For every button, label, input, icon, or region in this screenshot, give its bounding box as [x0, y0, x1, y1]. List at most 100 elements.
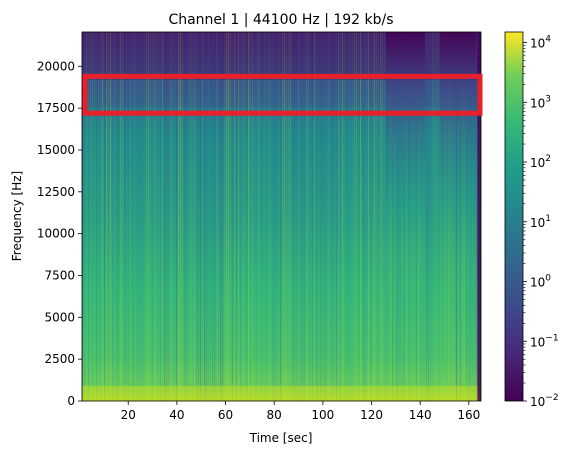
spectrogram-streak [238, 32, 240, 401]
spectrogram-streak [98, 32, 100, 401]
spectrogram-streak [272, 32, 274, 401]
y-axis: 0 2500 5000 7500 10000 12500 15000 17500 20000 [37, 59, 82, 408]
spectrogram-streak [204, 32, 206, 401]
spectrogram-streak [326, 32, 328, 401]
spectrogram-streak [344, 32, 346, 401]
spectrogram-streak [138, 32, 140, 401]
spectrogram-streak [294, 32, 296, 401]
spectrogram-streak [308, 32, 310, 401]
spectrogram-streak [224, 32, 226, 401]
spectrogram-streak [218, 32, 220, 401]
x-tick-label: 100 [311, 408, 334, 422]
spectrogram-streak [164, 32, 166, 401]
spectrogram-streak [142, 32, 144, 401]
colorbar-gradient [504, 31, 524, 402]
spectrogram-streak [206, 32, 208, 401]
colorbar-tick-label: 10−1 [530, 333, 559, 349]
spectrogram-streak [336, 32, 338, 401]
x-tick-label: 160 [457, 408, 480, 422]
spectrogram-streak [176, 32, 178, 401]
chart-title: Channel 1 | 44100 Hz | 192 kb/s [168, 12, 393, 28]
dark-segment [386, 32, 426, 301]
spectrogram-streak [170, 32, 172, 401]
spectrogram-streak [228, 32, 230, 401]
colorbar-tick-label: 100 [530, 274, 551, 290]
spectrogram-streak [316, 32, 318, 401]
spectrogram-streak [306, 32, 308, 401]
spectrogram-streak [296, 32, 298, 401]
spectrogram-streak [476, 32, 478, 401]
spectrogram-streak [168, 32, 170, 401]
spectrogram-streak [210, 32, 212, 401]
spectrogram-streak [194, 32, 196, 401]
spectrogram-streak [432, 32, 434, 401]
spectrogram-streak [266, 32, 268, 401]
spectrogram-streak [334, 32, 336, 401]
spectrogram-streak [298, 32, 300, 401]
x-tick-label: 80 [267, 408, 282, 422]
spectrogram-streak [102, 32, 104, 401]
spectrogram-streak [248, 32, 250, 401]
spectrogram-streak [126, 32, 128, 401]
colorbar: 104 103 102 101 100 10−1 10−2 [504, 31, 559, 409]
spectrogram-streak [232, 32, 234, 401]
spectrogram-streak [88, 32, 90, 401]
spectrogram-streak [156, 32, 158, 401]
spectrogram-streak [196, 32, 198, 401]
y-tick-label: 0 [67, 394, 75, 408]
spectrogram-streak [376, 32, 378, 401]
spectrogram-streak [352, 32, 354, 401]
spectrogram-streak [124, 32, 126, 401]
spectrogram-streak [378, 32, 380, 401]
spectrogram-streak [310, 32, 312, 401]
spectrogram-streak [428, 32, 430, 401]
spectrogram-streak [284, 32, 286, 401]
end-edge [477, 32, 481, 401]
spectrogram-streak [166, 32, 168, 401]
spectrogram-streak [114, 32, 116, 401]
spectrogram-streak [280, 32, 282, 401]
spectrogram-streak [274, 32, 276, 401]
spectrogram-streak [340, 32, 342, 401]
y-tick-label: 7500 [44, 268, 75, 282]
dark-segment [439, 32, 477, 301]
spectrogram-streak [358, 32, 360, 401]
x-tick-label: 40 [169, 408, 184, 422]
spectrogram-streak [254, 32, 256, 401]
spectrogram-streak [180, 32, 182, 401]
spectrogram-streak [360, 32, 362, 401]
spectrogram-streak [354, 32, 356, 401]
spectrogram-streak [282, 32, 284, 401]
colorbar-ticks: 104 103 102 101 100 10−1 10−2 [523, 35, 559, 409]
y-tick-label: 10000 [37, 227, 75, 241]
spectrogram-streak [134, 32, 136, 401]
spectrogram-streak [150, 32, 152, 401]
spectrogram-streak [332, 32, 334, 401]
spectrogram-streak [116, 32, 118, 401]
spectrogram-streak [260, 32, 262, 401]
spectrogram-streak [348, 32, 350, 401]
spectrogram-streak [278, 32, 280, 401]
spectrogram-streak [178, 32, 180, 401]
spectrogram-streak [382, 32, 384, 401]
spectrogram-streak [380, 32, 382, 401]
spectrogram-streak [230, 32, 232, 401]
spectrogram-streak [342, 32, 344, 401]
spectrogram-streak [174, 32, 176, 401]
spectrogram-streak [92, 32, 94, 401]
spectrogram-streak [246, 32, 248, 401]
colorbar-tick-label: 102 [530, 154, 551, 170]
x-tick-label: 60 [218, 408, 233, 422]
y-tick-label: 15000 [37, 143, 75, 157]
spectrogram-streak [86, 32, 88, 401]
spectrogram-streak [202, 32, 204, 401]
spectrogram-streak [220, 32, 222, 401]
spectrogram-streak [84, 32, 86, 401]
spectrogram-streak [324, 32, 326, 401]
y-tick-label: 20000 [37, 59, 75, 73]
spectrogram-streak [434, 32, 436, 401]
spectrogram-streak [188, 32, 190, 401]
spectrogram-streak [190, 32, 192, 401]
spectrogram-streak [268, 32, 270, 401]
